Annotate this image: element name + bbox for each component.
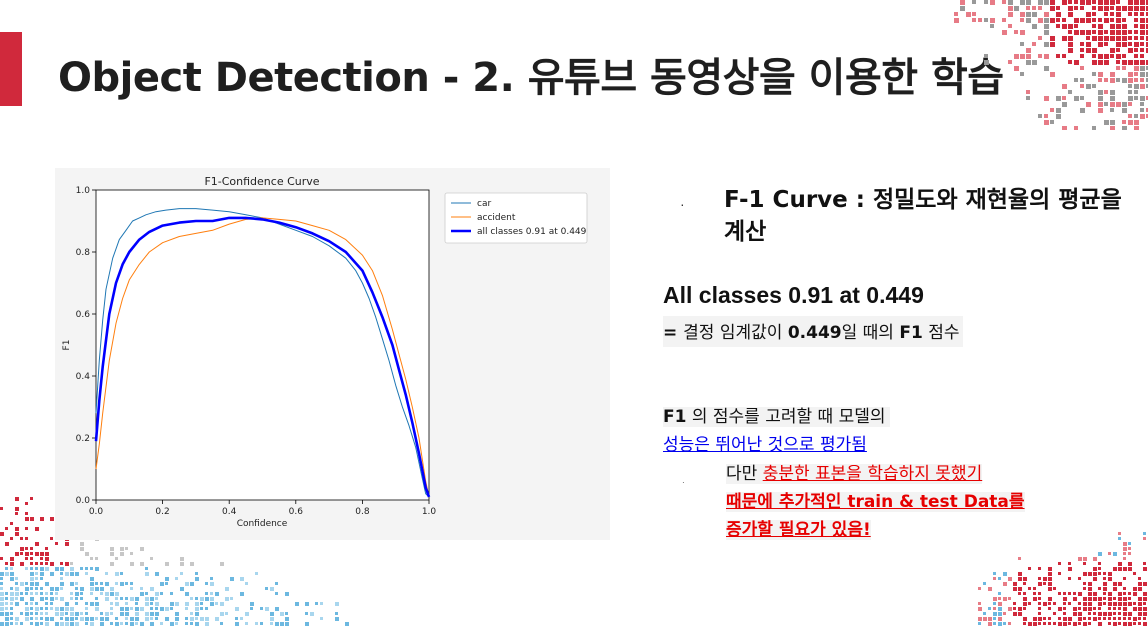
chart-legend: car accident all classes 0.91 at 0.449 <box>444 192 588 244</box>
threshold-value: 0.449 <box>787 323 842 343</box>
metric-name: F1 <box>899 323 923 343</box>
threshold-description: = 결정 임계값이 0.449일 때의 F1 점수 <box>663 316 964 347</box>
threshold-desc-text-3: 점수 <box>922 323 960 343</box>
x-tick-label: 0.6 <box>289 507 304 517</box>
note-red-line-2: 때문에 추가적인 train & test Data를 <box>726 492 1025 512</box>
all-classes-stat: All classes 0.91 at 0.449 <box>663 282 924 308</box>
x-tick-label: 0.2 <box>155 507 169 517</box>
legend-label: accident <box>477 213 516 223</box>
title-accent-bar <box>0 32 22 106</box>
evaluation-line-2: 성능은 뛰어난 것으로 평가됨 <box>663 435 867 455</box>
y-axis-label: F1 <box>62 340 72 351</box>
threshold-desc-text-1: 결정 임계값이 <box>683 323 788 343</box>
plot-area <box>95 189 430 501</box>
f1-confidence-chart: F1-Confidence Curve Confidence F1 0.0 0.2… <box>55 168 610 540</box>
decorative-pixel-pattern-bottom-right <box>978 532 1147 626</box>
note-red-line-1: 충분한 표본을 학습하지 못했기 <box>762 464 983 484</box>
threshold-desc-text-2: 일 때의 <box>841 323 900 343</box>
series-line-accident <box>95 217 430 498</box>
legend-label: all classes 0.91 at 0.449 <box>477 227 587 237</box>
y-tick-label: 0.8 <box>76 248 91 258</box>
bullet-dot: · <box>680 196 685 212</box>
slide-title: Object Detection - 2. 유튜브 동영상을 이용한 학습 <box>58 55 1004 101</box>
y-tick-label: 1.0 <box>76 186 91 196</box>
decorative-pixel-pattern-top-right <box>954 0 1148 130</box>
eval-line1-text: 의 점수를 고려할 때 모델의 <box>686 407 886 427</box>
x-tick-label: 0.0 <box>89 507 104 517</box>
y-tick-label: 0.6 <box>76 310 91 320</box>
y-tick-label: 0.2 <box>76 434 90 444</box>
equals-sign: = <box>663 323 684 343</box>
eval-metric: F1 <box>663 407 687 427</box>
x-tick-label: 0.8 <box>355 507 370 517</box>
series-line-all-classes <box>94 216 431 498</box>
x-tick-label: 0.4 <box>222 507 237 517</box>
evaluation-line-1: F1 의 점수를 고려할 때 모델의 <box>663 407 890 427</box>
note-red-line-3: 증가할 필요가 있음! <box>726 520 871 540</box>
chart-title: F1-Confidence Curve <box>204 175 319 188</box>
sub-bullet-dot: · <box>682 478 685 487</box>
data-increase-note: 다만 충분한 표본을 학습하지 못했기 때문에 추가적인 train & tes… <box>726 460 1136 544</box>
note-plain-text: 다만 <box>726 464 763 484</box>
evaluation-text: F1 의 점수를 고려할 때 모델의 성능은 뛰어난 것으로 평가됨 <box>663 403 890 459</box>
y-tick-label: 0.4 <box>76 372 91 382</box>
y-tick-label: 0.0 <box>76 496 91 506</box>
f1-curve-heading: F-1 Curve : 정밀도와 재현율의 평균을 계산 <box>724 187 1122 245</box>
x-tick-label: 1.0 <box>422 507 437 517</box>
chart-canvas: F1-Confidence Curve Confidence F1 0.0 0.2… <box>55 168 610 540</box>
x-axis-label: Confidence <box>237 519 288 529</box>
legend-label: car <box>477 199 491 209</box>
